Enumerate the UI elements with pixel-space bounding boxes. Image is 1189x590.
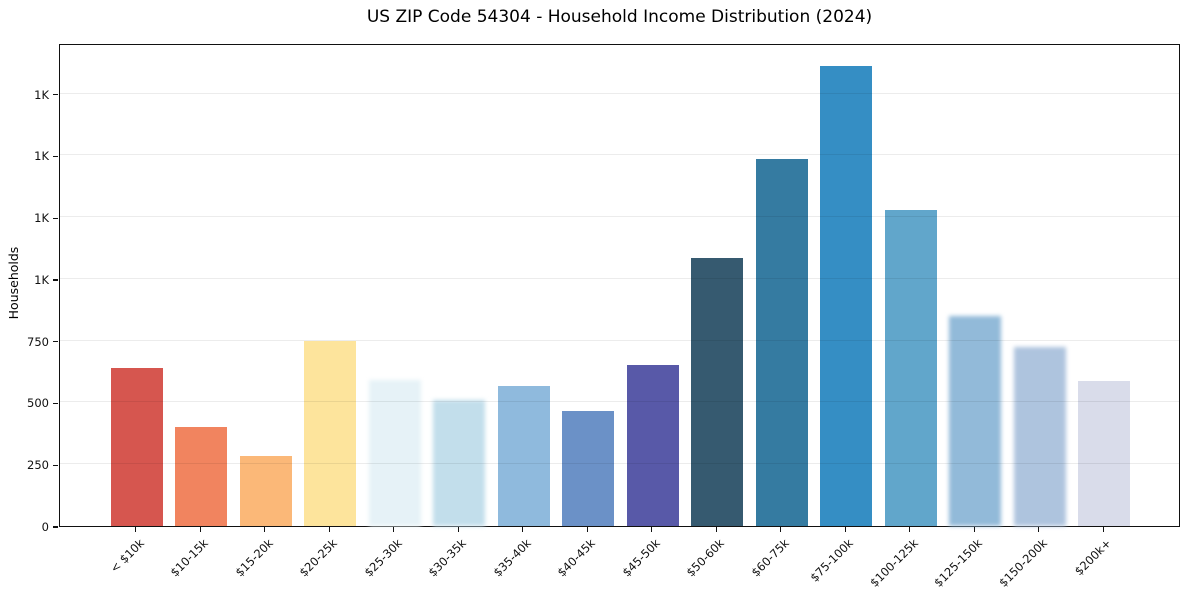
bar: [820, 66, 873, 526]
x-tick-label: $25-30k: [361, 536, 405, 580]
x-tick-label: $150-200k: [995, 536, 1050, 590]
y-tick-label: 250: [27, 458, 49, 473]
x-tick-mark: [909, 527, 911, 532]
x-tick-label: $35-40k: [490, 536, 534, 580]
bar: [368, 380, 421, 526]
x-tick-label: $100-125k: [866, 536, 921, 590]
bar: [755, 159, 808, 526]
x-tick-label: $30-35k: [425, 536, 470, 580]
x-tick-label: $20-25k: [296, 536, 341, 580]
y-tick-mark: [53, 94, 58, 96]
bar: [497, 386, 550, 526]
x-tick-mark: [780, 527, 782, 532]
y-tick-mark: [53, 217, 58, 219]
gridline: [60, 216, 1179, 218]
bar: [562, 411, 615, 526]
bar: [433, 400, 486, 526]
x-tick-label: $45-50k: [619, 536, 663, 580]
x-tick-mark: [973, 527, 975, 532]
x-tick-mark: [1038, 527, 1040, 532]
gridline: [60, 92, 1179, 94]
x-tick-mark: [457, 527, 459, 532]
y-tick-label: 1K: [34, 272, 49, 287]
bar: [884, 209, 937, 526]
gridline: [60, 277, 1179, 279]
bar: [626, 365, 679, 526]
y-tick-label: 1K: [34, 149, 49, 164]
x-tick-mark: [522, 527, 524, 532]
bar: [110, 367, 163, 526]
x-tick-label: $125-150k: [931, 536, 986, 590]
bar: [949, 316, 1002, 526]
bar: [304, 340, 357, 526]
y-tick-mark: [53, 341, 58, 343]
bar: [239, 455, 292, 526]
plot-area: [59, 44, 1180, 527]
y-tick-mark: [53, 279, 58, 281]
y-tick-label: 750: [27, 334, 49, 349]
x-tick-label: < $10k: [107, 536, 147, 576]
bar: [691, 257, 744, 526]
y-tick-mark: [53, 464, 58, 466]
y-tick-label: 1K: [34, 211, 49, 226]
x-tick-label: $10-15k: [167, 536, 212, 580]
gridline: [60, 463, 1179, 465]
x-tick-mark: [715, 527, 717, 532]
y-tick-mark: [53, 402, 58, 405]
x-tick-label: $60-75k: [748, 536, 792, 580]
gridline: [60, 339, 1179, 341]
x-tick-mark: [199, 527, 201, 532]
chart-title: US ZIP Code 54304 - Household Income Dis…: [366, 7, 873, 27]
x-tick-mark: [651, 527, 653, 532]
y-tick-mark: [53, 526, 58, 528]
x-tick-label: $200k+: [1072, 536, 1115, 579]
y-tick-label: 500: [27, 396, 49, 411]
x-tick-label: $75-100k: [807, 536, 857, 585]
x-tick-mark: [135, 527, 137, 532]
x-tick-label: $50-60k: [683, 536, 728, 580]
y-tick-label: 1K: [34, 87, 49, 102]
gridline: [60, 154, 1179, 156]
y-tick-label: 0: [41, 520, 49, 534]
bar: [1013, 346, 1066, 526]
x-tick-mark: [1102, 527, 1104, 532]
x-tick-mark: [393, 527, 395, 532]
x-tick-mark: [328, 527, 330, 532]
x-tick-mark: [264, 527, 266, 532]
y-tick-mark: [53, 155, 58, 157]
x-tick-mark: [586, 527, 588, 532]
bar: [1078, 381, 1131, 526]
bar: [175, 427, 228, 526]
x-tick-label: $40-45k: [554, 536, 599, 580]
x-tick-label: $15-20k: [232, 536, 276, 580]
x-tick-mark: [844, 527, 846, 532]
gridline: [60, 401, 1179, 403]
